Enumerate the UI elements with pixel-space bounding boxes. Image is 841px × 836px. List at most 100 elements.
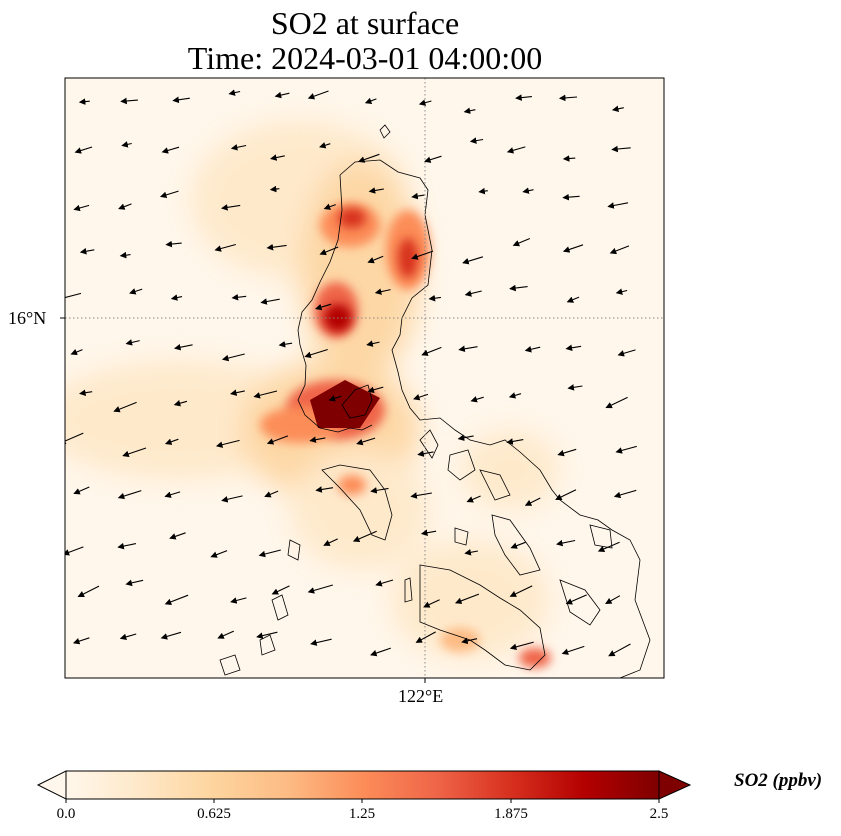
wind-arrow — [615, 445, 637, 454]
wind-arrow — [421, 346, 442, 356]
wind-arrow — [217, 630, 235, 639]
wind-arrow — [73, 486, 90, 495]
wind-arrow — [319, 246, 339, 256]
wind-arrow — [469, 137, 484, 144]
wind-arrow — [65, 546, 84, 556]
wind-arrow — [375, 579, 394, 587]
wind-arrow — [230, 597, 247, 604]
wind-arrow — [129, 288, 143, 295]
wind-arrow — [253, 390, 278, 399]
wind-arrow — [256, 631, 278, 639]
wind-arrow — [611, 145, 631, 153]
wind-arrow — [558, 94, 578, 102]
wind-arrow — [364, 97, 377, 104]
wind-arrow — [597, 541, 620, 552]
wind-arrow — [411, 250, 434, 260]
wind-arrow — [328, 395, 342, 402]
so2-hotspot — [310, 380, 380, 428]
wind-arrow — [522, 187, 534, 194]
colorbar-tick-label: 1.875 — [494, 806, 528, 822]
wind-arrow — [565, 344, 582, 352]
wind-arrow — [561, 645, 585, 655]
colorbar-tick-label: 1.25 — [348, 806, 376, 822]
wind-arrow — [174, 343, 193, 351]
wind-arrow — [464, 549, 478, 556]
wind-arrow — [413, 393, 429, 401]
longitude-tick-label: 122°E — [398, 686, 444, 706]
wind-arrow — [117, 542, 137, 550]
wind-arrow — [478, 187, 488, 195]
wind-arrow — [77, 585, 100, 597]
wind-arrow — [266, 243, 287, 251]
wind-arrow — [370, 647, 391, 657]
wind-arrow — [609, 245, 630, 255]
wind-arrow — [418, 99, 432, 106]
wind-arrow — [269, 185, 280, 193]
wind-arrow — [121, 141, 132, 148]
wind-arrow — [73, 204, 90, 212]
wind-arrow — [509, 585, 533, 597]
wind-arrow — [607, 202, 629, 209]
wind-arrow — [556, 539, 576, 547]
wind-arrow — [357, 153, 380, 163]
wind-arrow — [457, 434, 474, 441]
wind-arrow — [221, 204, 241, 211]
wind-arrow — [510, 541, 526, 549]
colorbar-tick-label: 0.625 — [197, 806, 231, 822]
wind-arrow — [160, 631, 182, 640]
wind-arrow — [454, 593, 480, 604]
wind-arrow — [509, 284, 528, 292]
wind-arrow — [515, 94, 532, 101]
wind-arrow — [424, 155, 442, 163]
colorbar-label: SO2 (ppbv) — [734, 770, 823, 791]
map-subtitle-time: Time: 2024-03-01 04:00:00 — [187, 40, 543, 76]
wind-arrow — [524, 346, 541, 353]
wind-arrow — [117, 490, 142, 500]
wind-arrow — [79, 389, 93, 397]
map-title: SO2 at surface — [270, 5, 460, 41]
wind-arrow — [464, 290, 482, 297]
wind-arrow — [555, 489, 577, 500]
wind-arrow — [170, 294, 183, 301]
wind-arrow — [228, 89, 241, 96]
wind-arrow — [164, 594, 189, 605]
wind-arrow — [509, 641, 534, 651]
wind-arrow — [562, 244, 584, 253]
wind-arrow — [470, 396, 484, 403]
colorbar-low-extend — [36, 770, 67, 800]
wind-arrow — [605, 396, 628, 409]
wind-arrow — [370, 487, 389, 494]
wind-arrow — [214, 243, 236, 252]
wind-arrow — [323, 538, 338, 546]
colorbar — [36, 770, 692, 803]
wind-arrow — [410, 492, 432, 499]
wind-arrow — [119, 251, 131, 259]
wind-arrow — [230, 389, 245, 396]
wind-arrow — [462, 256, 484, 265]
wind-arrow — [417, 450, 434, 457]
colorbar-tick-label: 2.5 — [649, 806, 669, 822]
wind-arrow — [215, 439, 240, 448]
wind-arrow — [72, 637, 90, 645]
wind-arrow — [524, 497, 541, 506]
wind-arrow — [562, 155, 576, 162]
wind-arrow — [264, 490, 279, 498]
wind-arrow — [319, 142, 331, 149]
wind-arrow — [367, 255, 384, 264]
wind-arrow — [266, 435, 289, 445]
colorbar-gradient — [65, 770, 660, 800]
wind-arrow — [411, 192, 425, 200]
wind-arrow — [172, 96, 190, 104]
wind-arrow — [278, 341, 293, 348]
wind-arrow — [461, 637, 478, 645]
wind-arrow — [323, 203, 336, 210]
wind-arrow — [423, 599, 440, 608]
wind-arrow — [420, 529, 437, 536]
wind-arrow — [122, 447, 147, 458]
wind-arrow — [613, 489, 637, 499]
wind-arrow — [120, 97, 138, 105]
wind-arrow — [508, 392, 522, 399]
wind-arrow — [125, 579, 144, 587]
wind-arrow — [506, 438, 524, 445]
wind-arrow — [608, 643, 631, 657]
